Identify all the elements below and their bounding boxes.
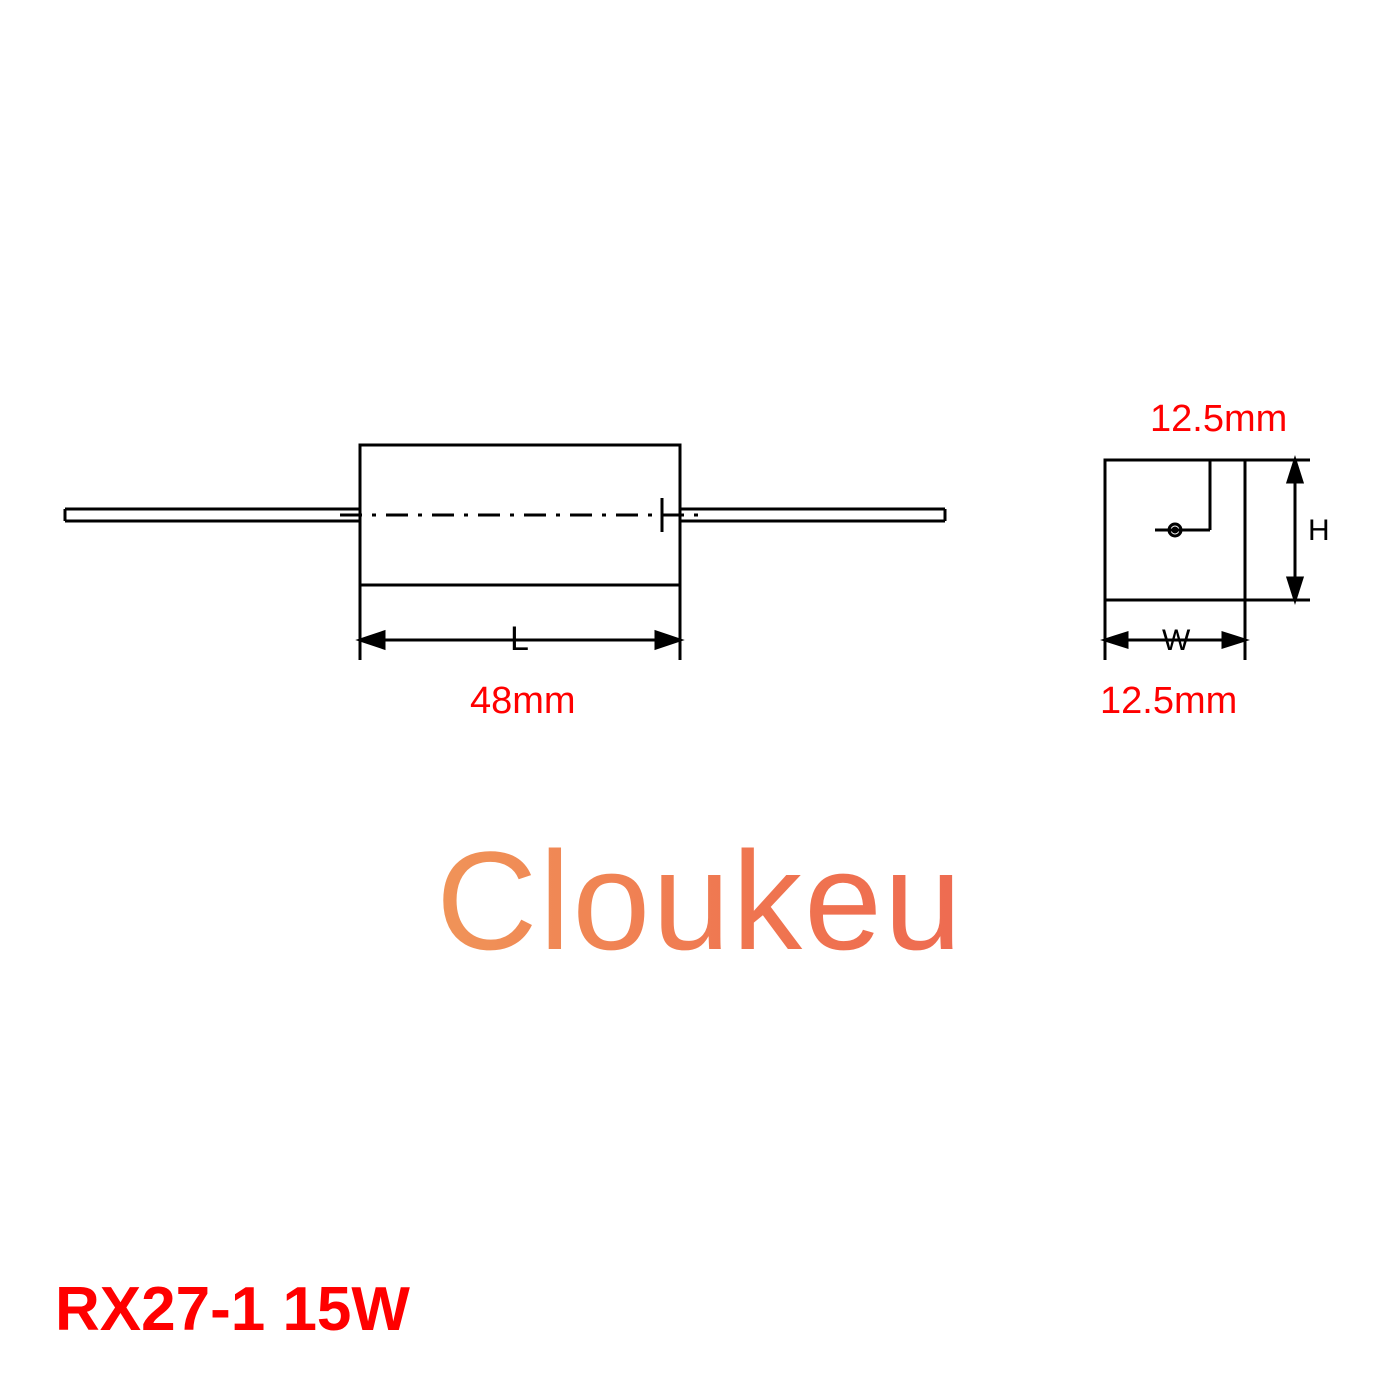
svg-text:H: H bbox=[1308, 514, 1330, 547]
svg-text:L: L bbox=[510, 620, 529, 658]
width-value-top-label: 12.5mm bbox=[1150, 398, 1287, 441]
part-number-label: RX27-1 15W bbox=[55, 1274, 410, 1345]
width-value-bottom-label: 12.5mm bbox=[1100, 680, 1237, 723]
length-value-label: 48mm bbox=[470, 680, 576, 723]
brand-watermark: Cloukeu bbox=[0, 820, 1400, 982]
diagram-canvas: L W H 48mm 12.5mm 12.5mm Cloukeu RX27-1 bbox=[0, 0, 1400, 1400]
svg-text:W: W bbox=[1162, 624, 1191, 657]
